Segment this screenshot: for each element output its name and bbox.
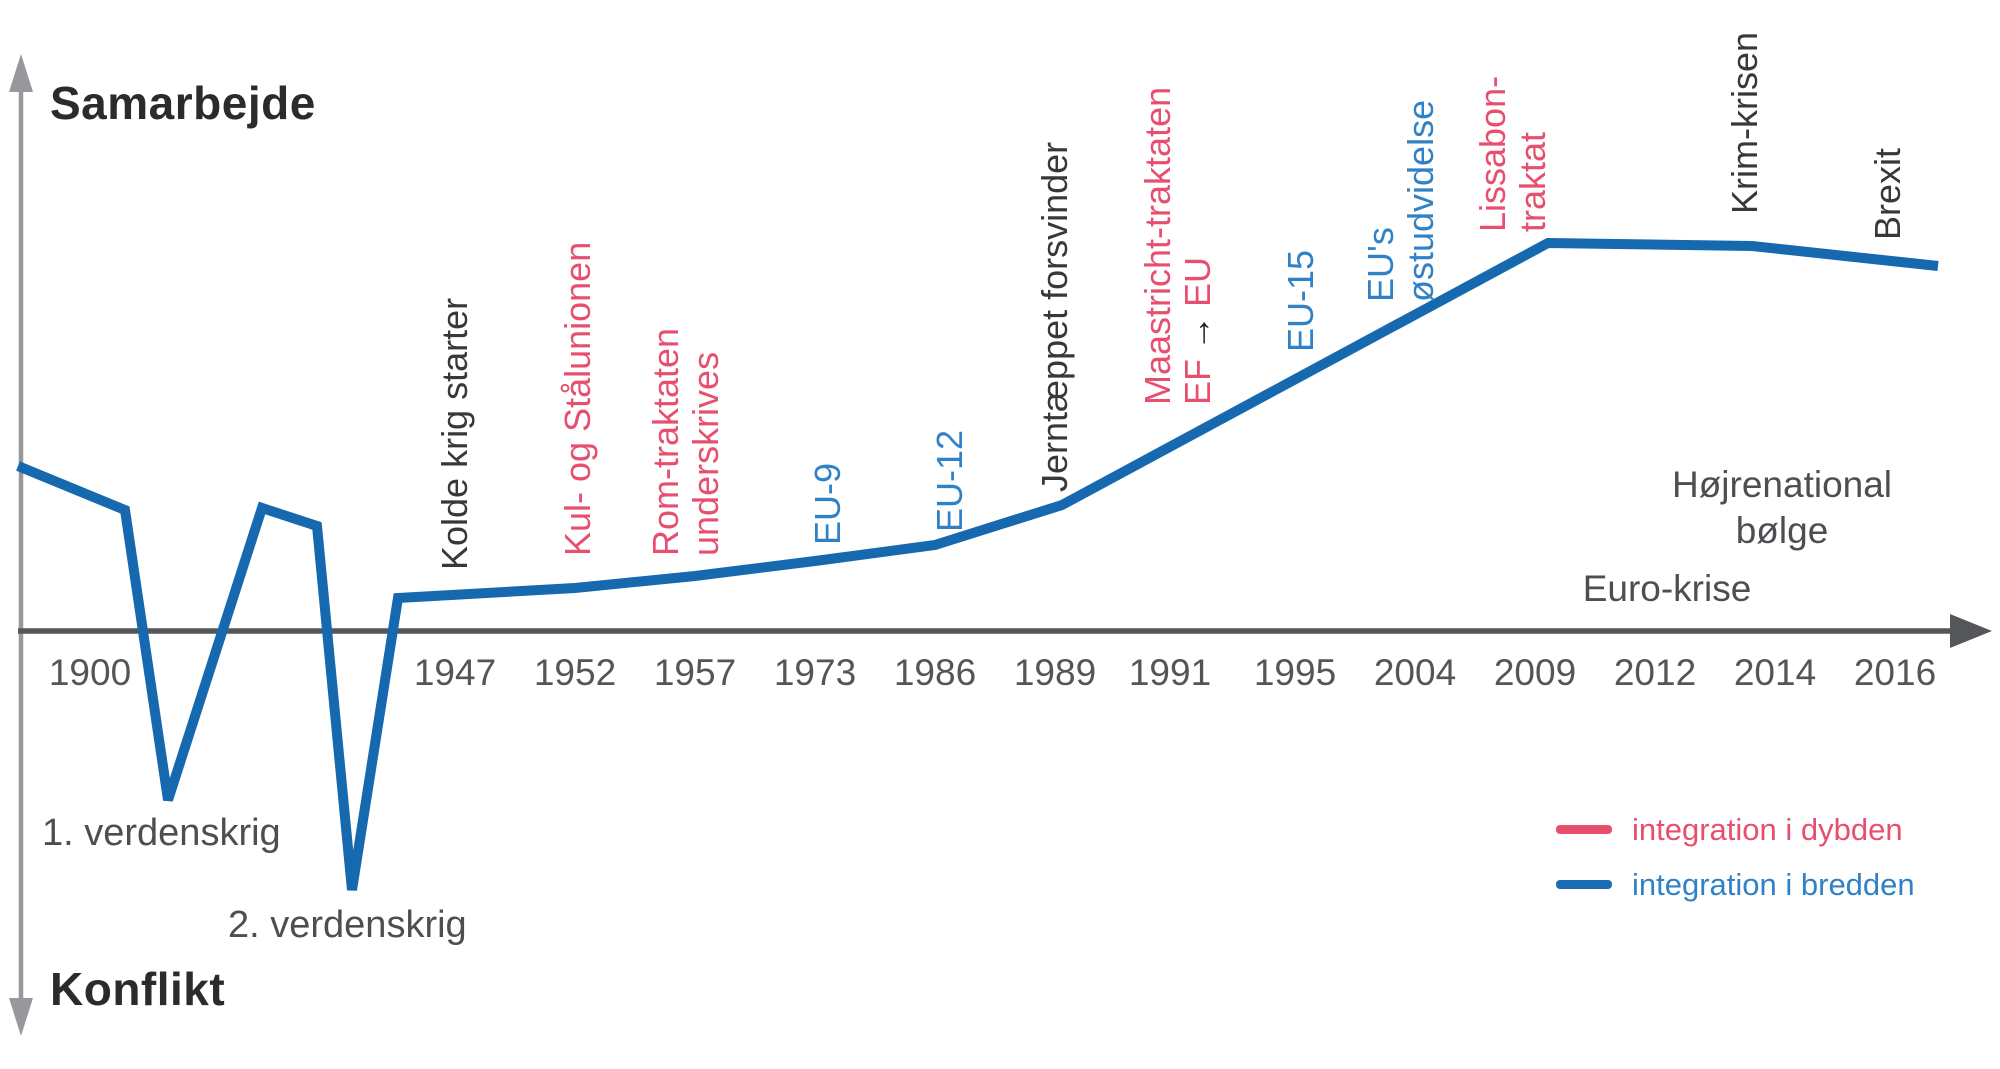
event-label-maastricht-line2: EF → EU — [1177, 87, 1218, 405]
y-axis-bottom-label: Konflikt — [50, 963, 226, 1015]
y-axis-top-label: Samarbejde — [50, 77, 316, 129]
event-label-kolde-krig: Kolde krig starter — [434, 297, 475, 570]
label-hoejrenational: Højrenational bølge — [1632, 462, 1932, 554]
label-ww1: 1. verdenskrig — [42, 812, 281, 854]
event-label-maastricht-line1: Maastricht-traktaten — [1137, 86, 1178, 405]
tick-1947: 1947 — [413, 652, 497, 693]
label-hoejrenational-line1: Højrenational — [1671, 464, 1893, 505]
tick-1989: 1989 — [1013, 652, 1097, 693]
tick-1900: 1900 — [48, 652, 132, 693]
event-label-lissabon: Lissabon- traktat — [1472, 75, 1553, 232]
event-label-maastricht: Maastricht-traktaten EF → EU — [1137, 86, 1218, 405]
event-label-lissabon-line1: Lissabon- — [1472, 75, 1513, 232]
tick-2004: 2004 — [1373, 652, 1457, 693]
tick-2009: 2009 — [1493, 652, 1577, 693]
x-axis-arrow-right-icon — [1950, 614, 1992, 648]
event-label-krim-krisen: Krim-krisen — [1724, 31, 1765, 214]
legend-dash-red-icon — [1556, 825, 1612, 834]
y-axis-arrow-up-icon — [9, 54, 33, 92]
event-label-oestudvidelse: EU's østudvidelse — [1360, 99, 1441, 302]
event-label-rom-traktaten: Rom-traktaten underskrives — [645, 327, 726, 556]
event-label-rom-traktaten-line2: underskrives — [685, 351, 726, 556]
tick-1957: 1957 — [653, 652, 737, 693]
event-label-kul-og-staalunionen: Kul- og Stålunionen — [557, 241, 598, 556]
tick-1986: 1986 — [893, 652, 977, 693]
legend-label-dybden: integration i dybden — [1632, 812, 1903, 847]
tick-2014: 2014 — [1733, 652, 1817, 693]
label-euro-krise: Euro-krise — [1582, 568, 1752, 609]
event-label-oestudvidelse-line1: EU's — [1360, 227, 1401, 302]
y-axis-arrow-down-icon — [9, 998, 33, 1036]
event-label-eu9: EU-9 — [807, 462, 848, 545]
event-label-lissabon-line2: traktat — [1512, 131, 1553, 232]
event-label-brexit: Brexit — [1867, 147, 1908, 240]
legend-label-bredden: integration i bredden — [1632, 867, 1915, 902]
legend-dash-blue-icon — [1556, 880, 1612, 889]
tick-1991: 1991 — [1128, 652, 1212, 693]
tick-1995: 1995 — [1253, 652, 1337, 693]
tick-1952: 1952 — [533, 652, 617, 693]
tick-2016: 2016 — [1853, 652, 1937, 693]
tick-1973: 1973 — [773, 652, 857, 693]
event-label-eu15: EU-15 — [1280, 249, 1321, 352]
event-label-rom-traktaten-line1: Rom-traktaten — [645, 327, 686, 556]
maastricht-ef-text: EF — [1177, 358, 1218, 405]
trend-line — [16, 237, 1939, 891]
ef-to-eu-arrow-icon: → — [1177, 314, 1218, 351]
event-label-oestudvidelse-line2: østudvidelse — [1400, 99, 1441, 302]
label-hoejrenational-line2: bølge — [1735, 510, 1829, 551]
event-label-jerntaeppet: Jerntæppet forsvinder — [1034, 141, 1075, 492]
label-ww2: 2. verdenskrig — [228, 904, 467, 946]
maastricht-eu-text: EU — [1177, 256, 1218, 307]
tick-2012: 2012 — [1613, 652, 1697, 693]
event-label-eu12: EU-12 — [929, 429, 970, 532]
